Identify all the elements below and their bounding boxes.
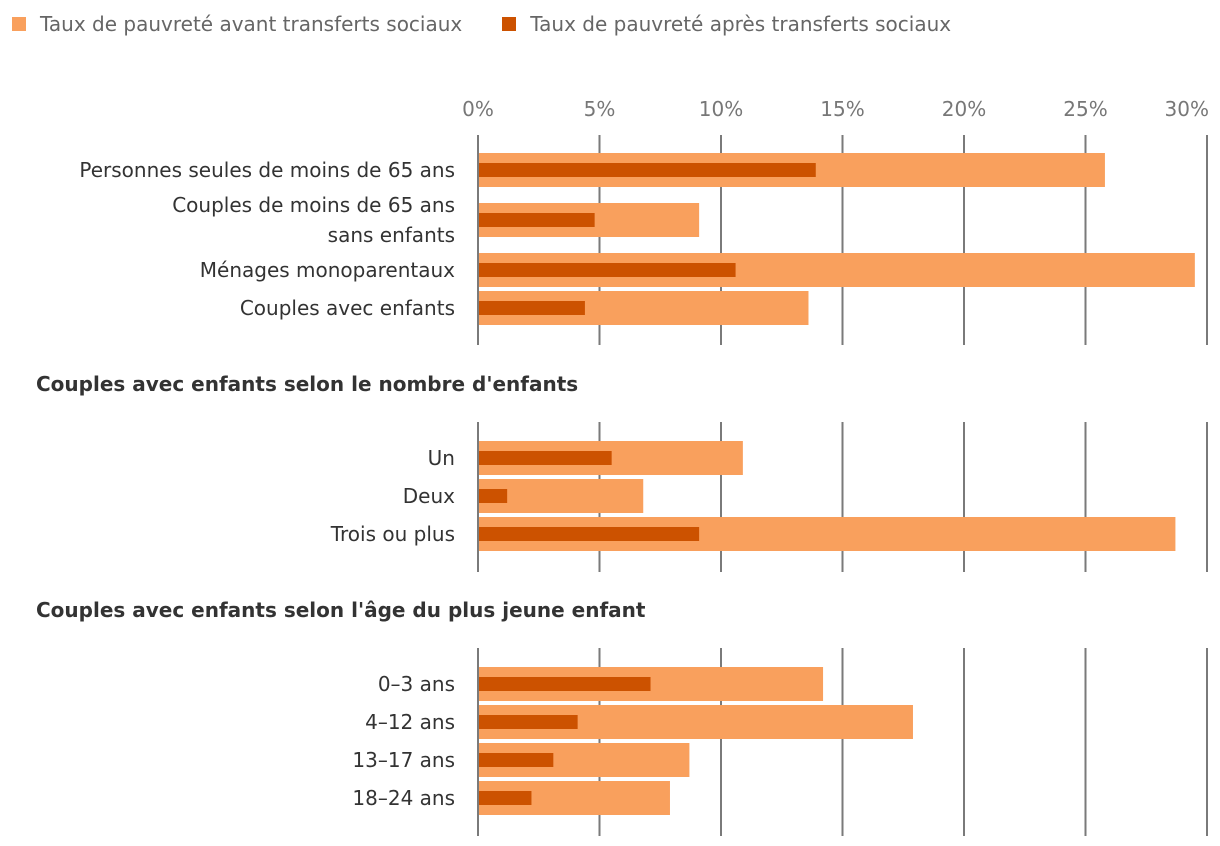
category-label: 13–17 ans [352, 748, 455, 772]
tick-label: 20% [942, 97, 986, 121]
bar-after [479, 213, 595, 227]
bar-after [479, 753, 554, 767]
category-label: 0–3 ans [378, 672, 455, 696]
category-label: 4–12 ans [365, 710, 455, 734]
legend-label-before: Taux de pauvreté avant transferts sociau… [40, 12, 463, 36]
legend-swatch-before [12, 17, 26, 31]
category-label: Trois ou plus [330, 522, 455, 546]
bar-after [479, 451, 612, 465]
bar-after [479, 489, 508, 503]
legend-swatch-after [502, 17, 517, 31]
bar-after [479, 677, 651, 691]
category-label: Couples avec enfants [240, 296, 455, 320]
category-label: 18–24 ans [352, 786, 455, 810]
bar-after [479, 715, 578, 729]
category-label: Ménages monoparentaux [200, 258, 455, 282]
bar-after [479, 263, 736, 277]
bar-after [479, 791, 532, 805]
category-label: Personnes seules de moins de 65 ans [79, 158, 455, 182]
legend-item-before: Taux de pauvreté avant transferts sociau… [12, 12, 462, 36]
legend-item-after: Taux de pauvreté après transferts sociau… [502, 12, 951, 36]
tick-label: 25% [1063, 97, 1107, 121]
legend-label-after: Taux de pauvreté après transferts sociau… [530, 12, 952, 36]
category-label: Couples de moins de 65 ans [172, 193, 455, 217]
tick-label: 15% [820, 97, 864, 121]
legend: Taux de pauvreté avant transferts sociau… [12, 12, 951, 36]
tick-label: 5% [584, 97, 616, 121]
tick-label: 30% [1165, 97, 1209, 121]
category-label: Un [428, 446, 455, 470]
tick-label: 0% [462, 97, 494, 121]
bar-after [479, 301, 585, 315]
category-label: sans enfants [328, 223, 455, 247]
section-title: Couples avec enfants selon le nombre d'e… [36, 372, 578, 396]
bar-after [479, 163, 816, 177]
category-label: Deux [403, 484, 455, 508]
bar-after [479, 527, 700, 541]
tick-label: 10% [699, 97, 743, 121]
section-title: Couples avec enfants selon l'âge du plus… [36, 598, 646, 622]
